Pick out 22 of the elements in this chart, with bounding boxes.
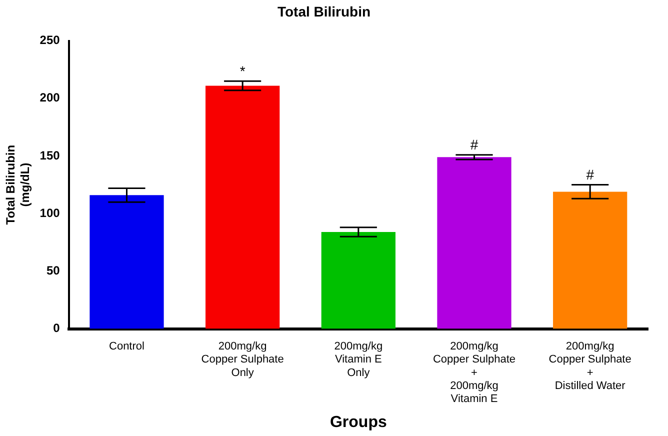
chart-title: Total Bilirubin (277, 3, 371, 20)
annotation: # (586, 166, 594, 183)
annotation: # (470, 136, 478, 153)
bar (90, 195, 164, 329)
y-tick-label: 150 (40, 148, 60, 162)
y-tick-label: 0 (53, 321, 60, 336)
y-tick-label: 250 (40, 33, 60, 48)
y-axis-title: Total Bilirubin (mg/dL) (4, 144, 32, 225)
y-tick-label: 200 (40, 90, 60, 105)
annotation: * (240, 62, 246, 79)
bar (437, 157, 512, 329)
x-axis-title: Groups (330, 414, 387, 431)
y-tick-label: 50 (46, 264, 60, 278)
x-tick-label: 200mg/kg Vitamin E Only (334, 340, 383, 379)
x-tick-label: 200mg/kg Copper Sulphate Only (201, 340, 284, 379)
x-tick-label: 200mg/kg Copper Sulphate + Distilled Water (548, 340, 632, 392)
bar (553, 192, 628, 329)
bar (206, 86, 280, 329)
x-tick-label: Control (109, 340, 144, 352)
x-tick-label: 200mg/kg Copper Sulphate + 200mg/kg Vitamin E (432, 340, 516, 406)
y-tick-label: 100 (40, 206, 60, 220)
bar (321, 232, 396, 329)
